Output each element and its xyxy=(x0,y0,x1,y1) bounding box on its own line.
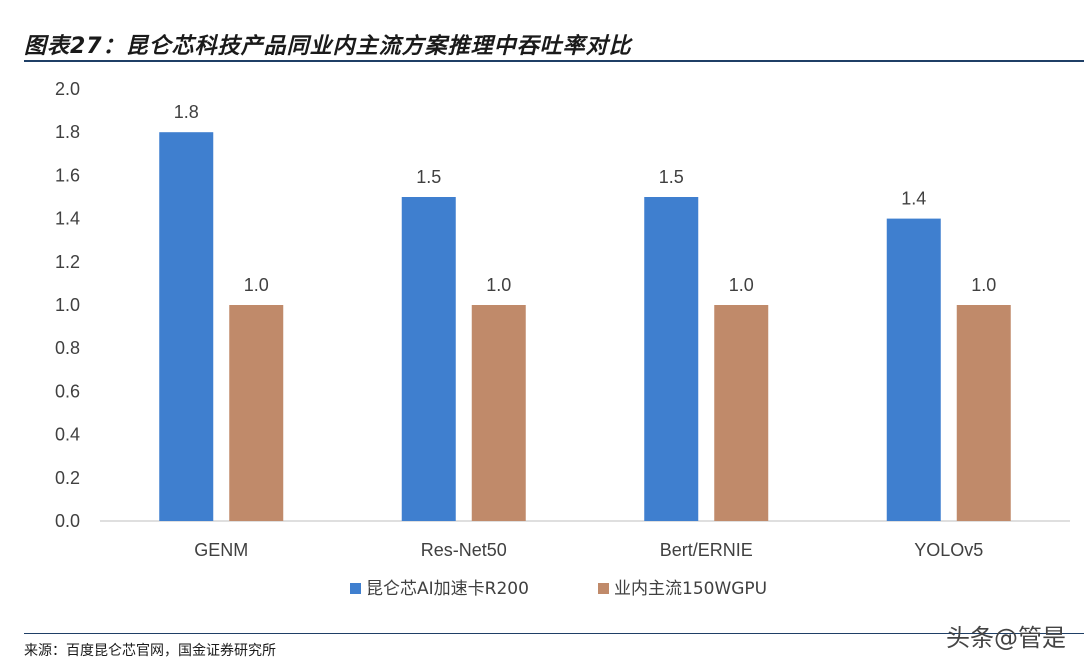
y-tick-label: 0.2 xyxy=(55,468,80,488)
y-tick-label: 0.8 xyxy=(55,338,80,358)
y-tick-label: 1.0 xyxy=(55,295,80,315)
data-label: 1.5 xyxy=(659,167,684,187)
bar-r200-0 xyxy=(159,132,214,521)
bar-gpu-3 xyxy=(956,305,1011,521)
bar-gpu-0 xyxy=(229,305,284,521)
watermark: 头条@管是 xyxy=(946,624,1066,652)
y-tick-label: 0.4 xyxy=(55,425,80,445)
category-labels: GENM Res-Net50 Bert/ERNIE YOLOv5 xyxy=(194,540,983,560)
y-tick-label: 0.0 xyxy=(55,511,80,531)
bar-gpu-2 xyxy=(714,305,769,521)
bar-r200-1 xyxy=(401,197,456,521)
legend-swatch xyxy=(598,583,609,594)
bar-r200-2 xyxy=(644,197,699,521)
category-label: YOLOv5 xyxy=(914,540,983,560)
category-label: GENM xyxy=(194,540,248,560)
bar-gpu-1 xyxy=(471,305,526,521)
data-label: 1.0 xyxy=(729,275,754,295)
data-label: 1.0 xyxy=(971,275,996,295)
y-tick-label: 1.8 xyxy=(55,122,80,142)
legend-swatch xyxy=(350,583,361,594)
legend: 昆仑芯AI加速卡R200 业内主流150WGPU xyxy=(350,579,767,599)
legend-label: 业内主流150WGPU xyxy=(614,579,767,599)
source-note: 来源：百度昆仑芯官网，国金证券研究所 xyxy=(24,643,276,659)
legend-label: 昆仑芯AI加速卡R200 xyxy=(366,579,529,599)
bar-chart: 0.0 0.2 0.4 0.6 0.8 1.0 1.2 1.4 1.6 1.8 2.0 1.8 1.0… xyxy=(55,79,1070,599)
y-tick-label: 1.6 xyxy=(55,165,80,185)
data-label: 1.0 xyxy=(486,275,511,295)
chart-title: 图表27：昆仑芯科技产品同业内主流方案推理中吞吐率对比 xyxy=(24,34,632,59)
bars xyxy=(159,132,1011,521)
category-label: Res-Net50 xyxy=(421,540,507,560)
data-label: 1.8 xyxy=(174,102,199,122)
y-tick-label: 0.6 xyxy=(55,381,80,401)
bar-r200-3 xyxy=(886,218,941,521)
y-tick-label: 2.0 xyxy=(55,79,80,99)
footer-divider xyxy=(24,633,1084,634)
data-label: 1.5 xyxy=(416,167,441,187)
y-axis-ticks: 0.0 0.2 0.4 0.6 0.8 1.0 1.2 1.4 1.6 1.8 2.0 xyxy=(55,79,80,531)
data-label: 1.0 xyxy=(244,275,269,295)
data-label: 1.4 xyxy=(901,189,926,209)
y-tick-label: 1.2 xyxy=(55,252,80,272)
data-labels: 1.8 1.0 1.5 1.0 1.5 1.0 1.4 1.0 xyxy=(174,102,997,295)
title-divider xyxy=(24,60,1084,62)
category-label: Bert/ERNIE xyxy=(660,540,753,560)
y-tick-label: 1.4 xyxy=(55,209,80,229)
